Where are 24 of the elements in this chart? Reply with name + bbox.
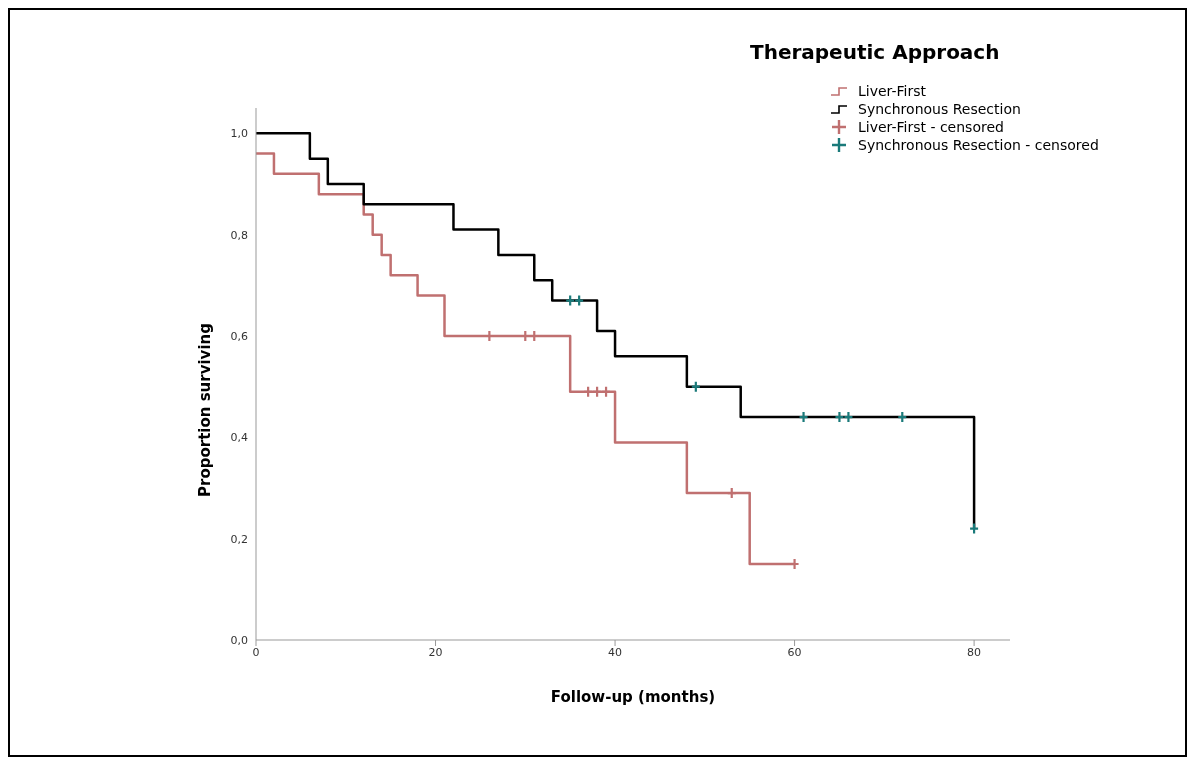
legend-label: Liver-First - censored: [858, 119, 1004, 135]
point: [565, 294, 576, 307]
y-tick-label: 1,0: [230, 127, 248, 141]
x-tick-label: 0: [252, 645, 260, 659]
y-axis-title: Proportion surviving: [196, 323, 214, 497]
x-tick-label: 40: [608, 645, 623, 659]
legend-title: Therapeutic Approach: [750, 40, 1001, 64]
x-axis-title: Follow-up (months): [550, 688, 716, 706]
y-tick-label: 0,2: [230, 532, 248, 546]
legend-label: Synchronous Resection: [858, 101, 1021, 117]
point: [798, 410, 809, 424]
x-tick-label: 80: [967, 645, 982, 659]
point: [969, 522, 980, 535]
legend-label: Synchronous Resection - censored: [858, 137, 1099, 153]
y-tick-label: 0,4: [230, 431, 248, 445]
x-tick-label: 60: [787, 645, 802, 659]
y-tick-label: 0,8: [230, 228, 248, 242]
x-tick-label: 20: [428, 645, 443, 659]
point: [834, 410, 845, 424]
point: [843, 410, 854, 424]
y-tick-label: 0,6: [230, 329, 248, 343]
point: [574, 294, 585, 307]
y-tick-label: 0,0: [230, 633, 248, 647]
legend-label: Liver-First: [858, 83, 926, 99]
